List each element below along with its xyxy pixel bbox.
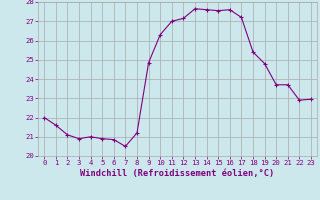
- X-axis label: Windchill (Refroidissement éolien,°C): Windchill (Refroidissement éolien,°C): [80, 169, 275, 178]
